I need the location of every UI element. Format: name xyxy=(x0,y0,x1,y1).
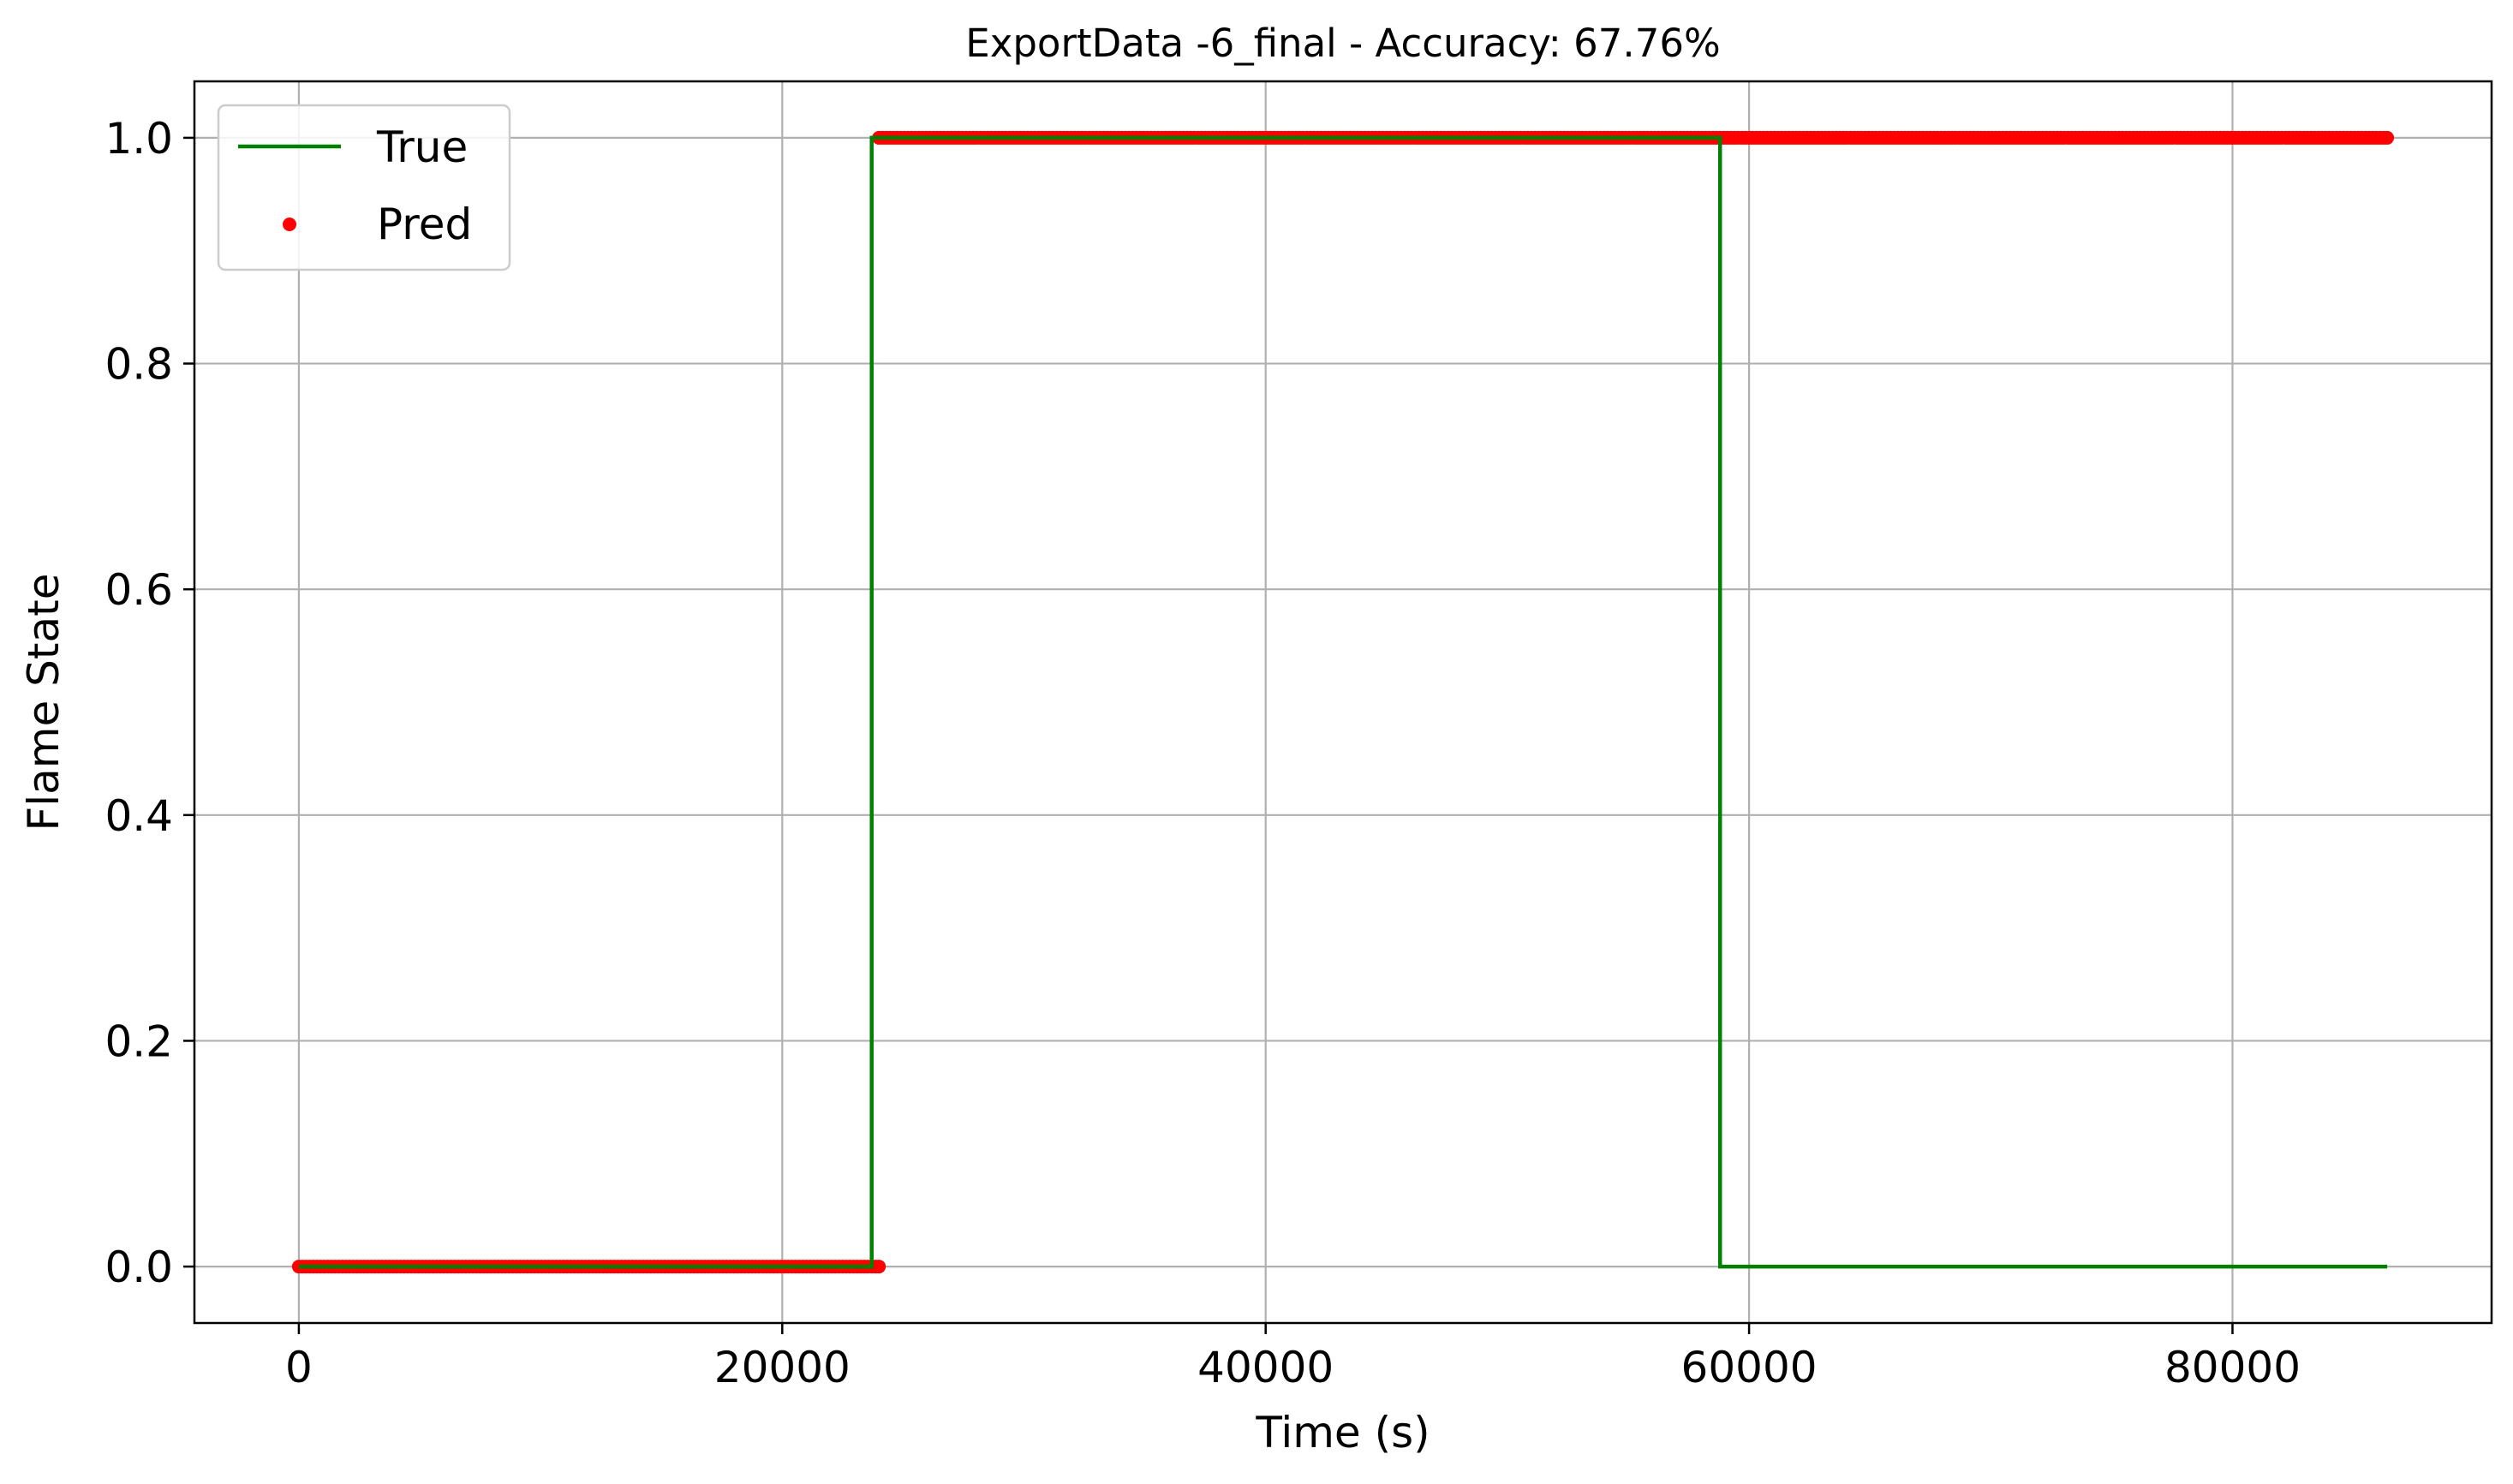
y-tick-label: 0.8 xyxy=(104,340,173,390)
pred-point xyxy=(2380,130,2395,145)
y-tick-label: 1.0 xyxy=(104,114,173,164)
y-tick-label: 0.6 xyxy=(104,565,173,615)
legend-true-label: True xyxy=(376,122,468,172)
pred-point xyxy=(872,1260,886,1274)
legend-pred-label: Pred xyxy=(377,200,472,249)
y-tick-label: 0.4 xyxy=(104,791,173,841)
y-axis-label: Flame State xyxy=(19,573,69,831)
x-tick-label: 20000 xyxy=(714,1343,851,1392)
y-tick-label: 0.2 xyxy=(104,1016,173,1066)
x-axis-label: Time (s) xyxy=(1255,1408,1430,1457)
true-series-line xyxy=(298,135,2388,1269)
x-tick-label: 0 xyxy=(285,1343,313,1392)
y-tick-label: 0.0 xyxy=(104,1243,173,1292)
x-tick-label: 80000 xyxy=(2164,1343,2301,1392)
legend-pred-swatch xyxy=(283,218,296,231)
x-tick-label: 40000 xyxy=(1197,1343,1334,1392)
plot-frame xyxy=(193,80,2493,1325)
chart-title: ExportData -6_final - Accuracy: 67.76% xyxy=(965,21,1720,66)
x-tick-label: 60000 xyxy=(1681,1343,1818,1392)
pred-point-group xyxy=(872,130,2395,145)
